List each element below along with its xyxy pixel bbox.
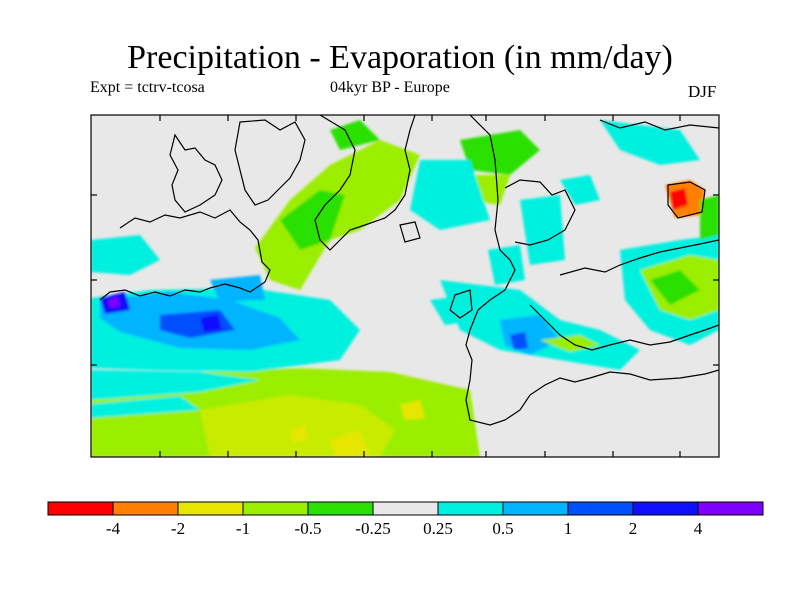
- legend-label: 2: [629, 519, 638, 538]
- map-frame: [90, 114, 720, 458]
- legend-label: -0.5: [295, 519, 322, 538]
- legend-label: 4: [694, 519, 703, 538]
- map-ticks: [91, 115, 719, 457]
- legend-swatch: [567, 501, 634, 516]
- legend-swatch: [307, 501, 374, 516]
- legend-label: -1: [236, 519, 250, 538]
- season-label: DJF: [688, 82, 717, 101]
- chart-title: Precipitation - Evaporation (in mm/day): [127, 39, 673, 76]
- legend-swatch: [177, 501, 244, 516]
- legend-label: 1: [564, 519, 573, 538]
- legend-swatch: [47, 501, 114, 516]
- anomaly-field: [91, 120, 719, 457]
- legend-label: -0.25: [355, 519, 390, 538]
- legend-swatch: [242, 501, 309, 516]
- legend-swatch: [437, 501, 504, 516]
- experiment-label: Expt = tctrv-tcosa: [90, 79, 205, 96]
- legend-swatch: [112, 501, 179, 516]
- legend-swatch: [372, 501, 439, 516]
- legend-swatch: [632, 501, 699, 516]
- legend-label: 0.25: [423, 519, 453, 538]
- coastlines: [99, 115, 719, 426]
- legend-label: -4: [106, 519, 121, 538]
- legend-swatch: [502, 501, 569, 516]
- legend-label: -2: [171, 519, 185, 538]
- legend-label: 0.5: [492, 519, 513, 538]
- period-label: 04kyr BP - Europe: [330, 79, 450, 96]
- legend-swatch: [697, 501, 764, 516]
